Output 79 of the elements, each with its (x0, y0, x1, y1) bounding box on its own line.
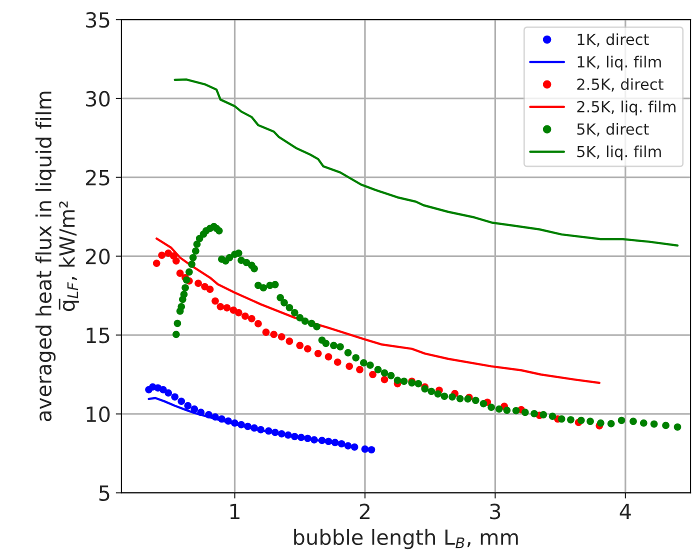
point (159, 386, 167, 394)
point (257, 426, 264, 434)
y-tick-label: 10 (86, 406, 110, 422)
point (190, 405, 198, 413)
point (331, 438, 339, 446)
point (278, 333, 286, 340)
legend-label: 5K, liq. film (577, 145, 661, 160)
point (297, 434, 305, 442)
y-tick-label: 20 (86, 248, 110, 264)
point (172, 257, 180, 265)
point (248, 314, 256, 322)
y-tick-label: 15 (86, 328, 110, 344)
x-tick-label: 1 (230, 504, 240, 520)
x-tick-label: 2 (360, 504, 370, 520)
point (361, 445, 369, 453)
point (284, 431, 292, 439)
point (176, 270, 184, 277)
point (324, 353, 332, 361)
point (218, 415, 226, 423)
line-series (156, 237, 600, 384)
point (356, 366, 364, 374)
point (205, 411, 212, 418)
legend-label: 1K, liq. film (578, 56, 661, 71)
point (194, 280, 202, 288)
point (223, 304, 231, 312)
point (290, 432, 298, 440)
point (250, 424, 258, 432)
point (296, 342, 304, 350)
point (212, 297, 219, 305)
point (286, 338, 294, 345)
point (334, 358, 342, 366)
point (270, 330, 278, 338)
point (338, 440, 346, 448)
point (262, 328, 270, 336)
x-tick-label: 4 (620, 504, 631, 520)
point (304, 434, 312, 442)
point (380, 376, 388, 384)
point (238, 420, 245, 428)
point (216, 303, 224, 310)
point (278, 430, 286, 438)
point (264, 427, 272, 435)
legend-label: 2.5K, direct (577, 78, 664, 92)
line-series (174, 78, 679, 247)
point (152, 260, 160, 267)
point (241, 312, 249, 320)
point (310, 436, 318, 444)
point (158, 252, 166, 259)
point (234, 308, 242, 316)
legend-label: 2.5K, liq. film (577, 100, 676, 116)
point (254, 320, 262, 328)
y-tick-label: 25 (86, 170, 110, 186)
point (206, 286, 214, 293)
point (324, 438, 332, 446)
point (231, 419, 238, 427)
y-tick-label: 30 (86, 90, 110, 107)
point (346, 362, 354, 370)
point (212, 413, 219, 421)
point (224, 417, 232, 425)
point (271, 428, 279, 436)
y-axis-title: averaged heat flux in liquid film q̅$_{LF}$, kW/m² (35, 92, 79, 422)
point (164, 389, 172, 397)
point (197, 408, 205, 416)
legend-label: 5K, direct (577, 123, 649, 136)
point (369, 370, 376, 378)
legend-label: 1K, direct (578, 33, 649, 47)
point (178, 398, 186, 405)
point (244, 422, 252, 430)
y-tick-label: 5 (99, 486, 110, 502)
y-tick-label: 35 (86, 12, 110, 28)
x-tick-label: 3 (490, 504, 500, 520)
point (344, 442, 352, 450)
point (318, 436, 326, 444)
x-axis-title: bubble length L$_{B}$, mm (294, 528, 518, 550)
point (304, 345, 312, 352)
point (368, 446, 376, 454)
point (171, 393, 179, 401)
point (314, 350, 322, 358)
point (350, 443, 358, 451)
point (184, 402, 192, 410)
